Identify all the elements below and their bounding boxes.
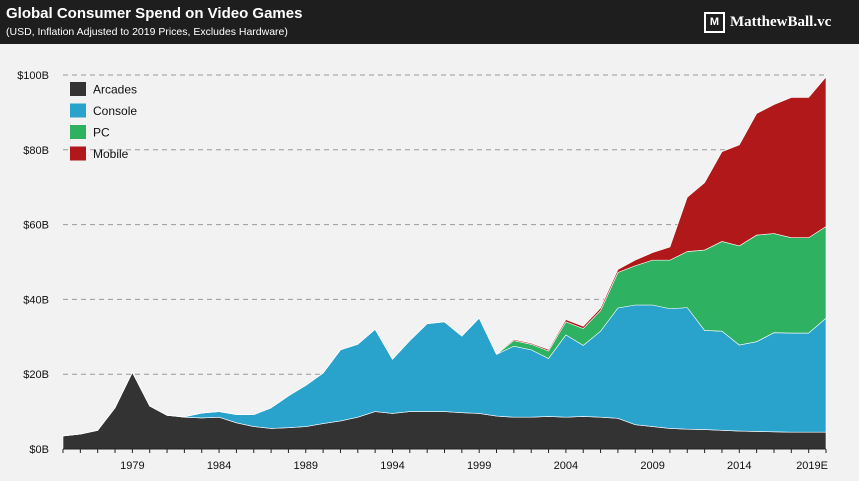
y-tick-label-40b: $40B [23,294,49,306]
legend: Arcades Console PC Mobile [70,82,137,161]
y-tick-label-100b: $100B [17,70,49,82]
legend-label-arcades: Arcades [93,83,137,97]
legend-label-console: Console [93,104,137,118]
legend-swatch-pc [70,125,86,139]
x-tick-label-2019e: 2019E [796,460,828,472]
y-axis-ticks: $0B $20B $40B $60B $80B $100B [17,70,49,456]
legend-swatch-console [70,103,86,118]
header-bar: Global Consumer Spend on Video Games (US… [0,0,859,44]
brand: M MatthewBall.vc [704,9,831,35]
x-tick-label-1999: 1999 [467,460,491,472]
y-tick-label-80b: $80B [23,145,49,157]
brand-name: MatthewBall.vc [730,13,832,30]
x-tick-label-2009: 2009 [640,460,664,472]
x-tick-label-1989: 1989 [294,460,318,472]
legend-label-pc: PC [93,126,110,140]
x-axis-ticks: 1979 1984 1989 1994 1999 2004 2009 2014 2019E [62,449,828,472]
x-tick-label-1984: 1984 [207,460,231,472]
x-tick-label-1979: 1979 [120,460,144,472]
x-tick-label-2004: 2004 [554,460,578,472]
legend-swatch-mobile [70,146,86,161]
chart-title: Global Consumer Spend on Video Games [6,5,303,22]
x-tick-label-2014: 2014 [727,460,751,472]
x-tick-label-1994: 1994 [380,460,404,472]
legend-label-mobile: Mobile [93,147,129,161]
stacked-area-chart: 1979 1984 1989 1994 1999 2004 2009 2014 2019E $0… [0,44,859,481]
y-tick-label-20b: $20B [23,369,49,381]
legend-swatch-arcades [70,82,86,96]
y-tick-label-0b: $0B [29,444,49,456]
area-mobile [62,76,827,437]
area-series [62,76,827,450]
y-tick-label-60b: $60B [23,220,49,232]
chart-subtitle: (USD, Inflation Adjusted to 2019 Prices,… [6,26,288,38]
brand-logo-icon: M [704,11,725,33]
